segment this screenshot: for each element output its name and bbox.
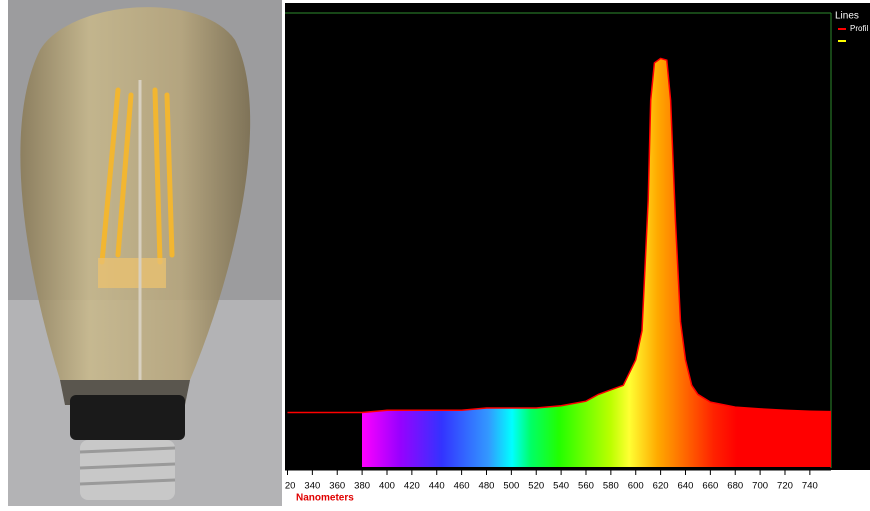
x-tick-label: 600	[628, 481, 644, 492]
x-tick-label: 460	[454, 481, 470, 492]
x-tick-label: 740	[802, 481, 818, 492]
x-tick-label: 660	[702, 481, 718, 492]
x-tick-label: 560	[578, 481, 594, 492]
x-tick-label: 680	[727, 481, 743, 492]
x-tick-label: 360	[329, 481, 345, 492]
x-tick-label: 640	[678, 481, 694, 492]
legend-label: Profil	[850, 24, 868, 33]
x-tick-label: 720	[777, 481, 793, 492]
legend-title: Lines	[835, 11, 859, 22]
x-tick-label: 340	[304, 481, 320, 492]
x-tick-label: 620	[653, 481, 669, 492]
screenshot: 3203403603804004204404604805005205405605…	[0, 0, 870, 506]
x-tick-label: 580	[603, 481, 619, 492]
x-tick-label: 420	[404, 481, 420, 492]
x-axis-label: Nanometers	[296, 493, 354, 504]
x-tick-label: 440	[429, 481, 445, 492]
x-tick-label: 400	[379, 481, 395, 492]
plot-panel	[285, 3, 870, 470]
x-tick-label: 540	[553, 481, 569, 492]
x-tick-label: 480	[479, 481, 495, 492]
x-tick-label: 700	[752, 481, 768, 492]
x-tick-label: 380	[354, 481, 370, 492]
x-tick-label: 500	[503, 481, 519, 492]
x-tick-label: 520	[528, 481, 544, 492]
bulb-photo	[8, 0, 282, 506]
